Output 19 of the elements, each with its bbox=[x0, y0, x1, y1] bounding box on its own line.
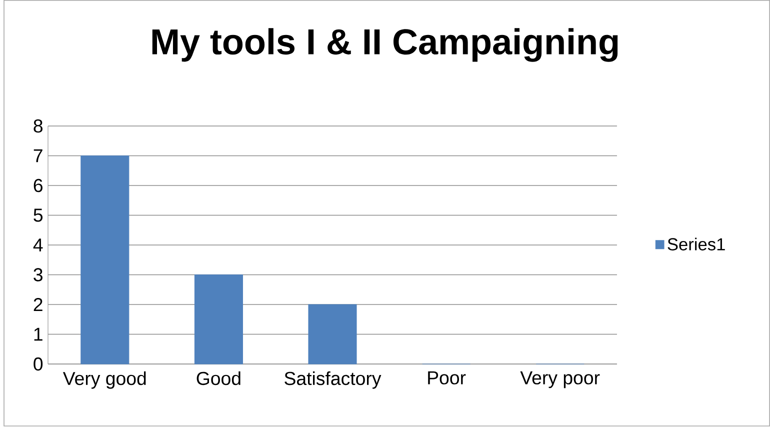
bar bbox=[194, 274, 243, 364]
y-tick-label: 5 bbox=[34, 208, 43, 222]
x-tick-label: Very poor bbox=[520, 371, 600, 388]
y-tick-label: 7 bbox=[34, 149, 42, 162]
x-tick-label: Good bbox=[196, 371, 240, 386]
y-tick-label: 8 bbox=[34, 119, 42, 133]
bar bbox=[308, 304, 357, 364]
bar bbox=[80, 155, 130, 364]
y-tick-label: 3 bbox=[34, 268, 42, 282]
y-tick-label: 4 bbox=[33, 238, 43, 252]
chart-title: My tools I & II Campaigning bbox=[152, 28, 618, 62]
x-tick-label: Satisfactory bbox=[284, 371, 382, 389]
legend-label: Series1 bbox=[668, 238, 725, 250]
y-tick-label: 2 bbox=[34, 298, 42, 312]
x-tick-label: Poor bbox=[428, 371, 466, 384]
y-tick-label: 1 bbox=[34, 328, 42, 341]
x-tick-label: Very good bbox=[62, 371, 146, 389]
y-tick-label: 6 bbox=[34, 178, 42, 192]
y-tick-label: 0 bbox=[34, 357, 43, 371]
